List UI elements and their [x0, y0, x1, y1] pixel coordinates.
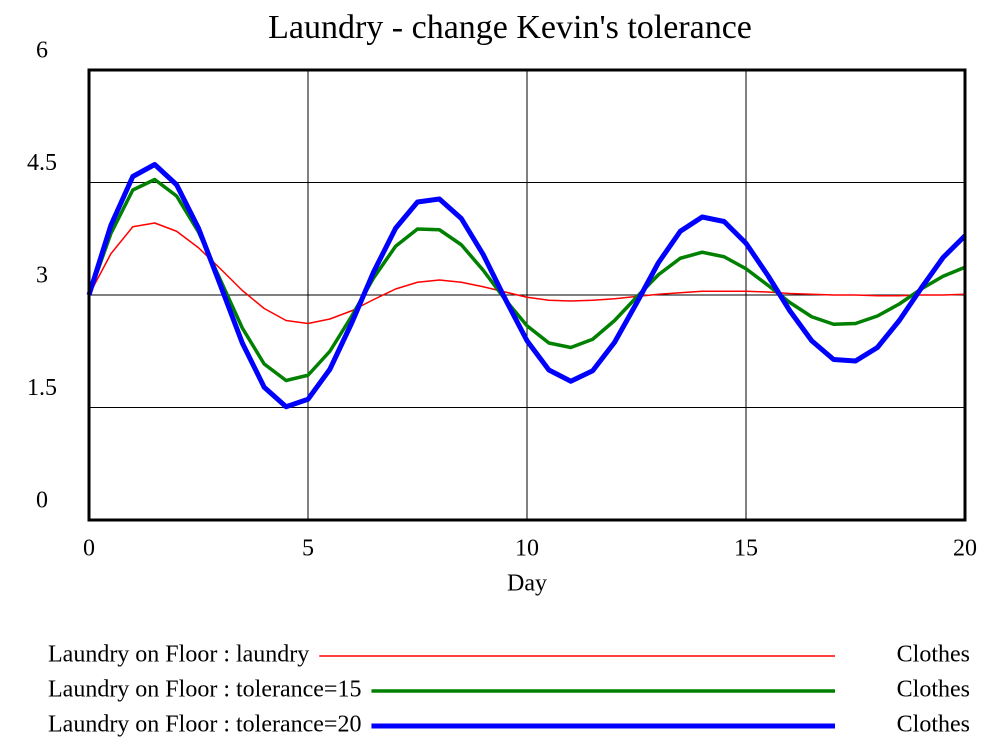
- x-tick-label: 0: [83, 536, 95, 562]
- legend-label: Laundry on Floor : tolerance=20: [48, 712, 361, 738]
- y-tick-label: 3: [36, 263, 48, 289]
- x-tick-label: 5: [302, 536, 314, 562]
- y-tick-label: 6: [36, 38, 48, 64]
- plot-frame: [87, 68, 967, 522]
- y-tick-label: 1.5: [27, 375, 57, 401]
- y-tick-label: 4.5: [27, 150, 57, 176]
- legend-unit: Clothes: [897, 642, 970, 668]
- x-tick-label: 10: [515, 536, 539, 562]
- x-tick-label: 15: [734, 536, 758, 562]
- chart-title: Laundry - change Kevin's tolerance: [268, 9, 752, 46]
- y-tick-label: 0: [36, 488, 48, 514]
- legend-unit: Clothes: [897, 677, 970, 703]
- legend-label: Laundry on Floor : laundry: [48, 642, 309, 668]
- series-line: [88, 222, 966, 325]
- x-axis-label: Day: [507, 571, 547, 597]
- series-line: [86, 162, 967, 410]
- series-line: [87, 177, 966, 383]
- legend-unit: Clothes: [897, 712, 970, 738]
- legend-label: Laundry on Floor : tolerance=15: [48, 677, 361, 703]
- x-tick-label: 20: [953, 536, 977, 562]
